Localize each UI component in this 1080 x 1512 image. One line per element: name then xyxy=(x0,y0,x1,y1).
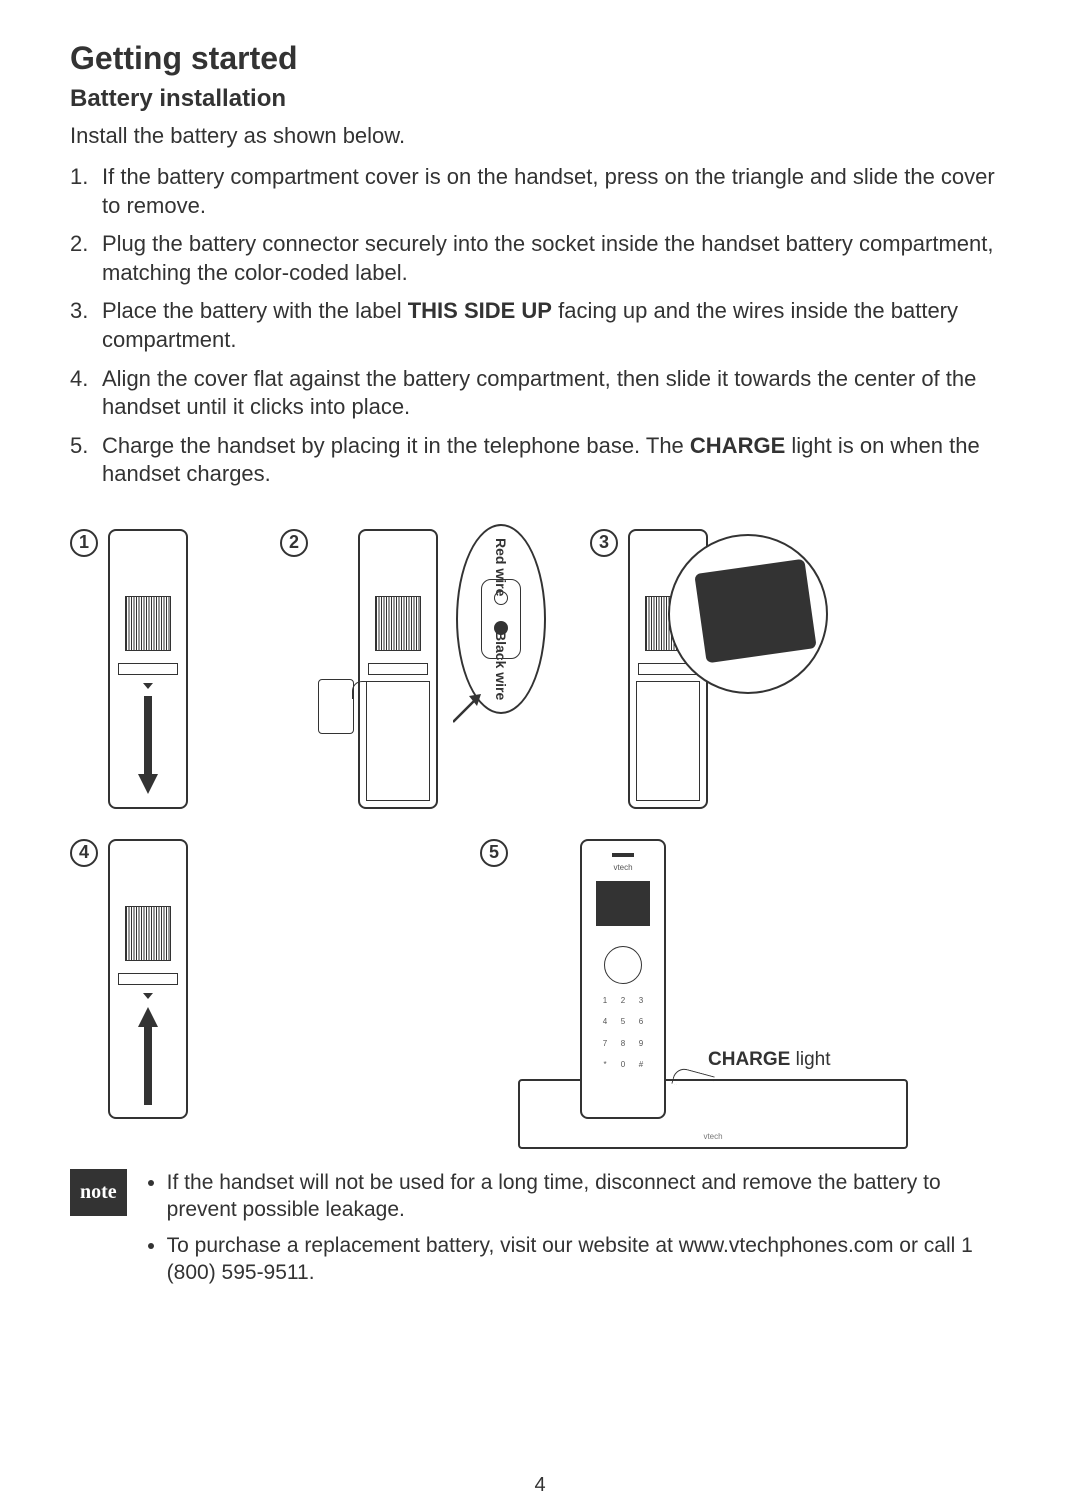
note-section: note If the handset will not be used for… xyxy=(70,1169,1010,1294)
diagram-3-number: 3 xyxy=(590,529,618,557)
connector-callout: Red wire Black wire xyxy=(456,524,546,714)
charge-bold: CHARGE xyxy=(708,1049,790,1070)
note-item-2: To purchase a replacement battery, visit… xyxy=(167,1232,1010,1287)
diagram-1: 1 xyxy=(70,529,270,809)
slide-down-arrow-icon xyxy=(136,696,160,796)
diagram-5-number: 5 xyxy=(480,839,508,867)
step-2: Plug the battery connector securely into… xyxy=(70,230,1010,287)
red-wire-label: Red wire xyxy=(494,538,508,596)
black-wire-label: Black wire xyxy=(494,631,508,700)
callout-arrow-icon xyxy=(453,694,483,724)
step-5: Charge the handset by placing it in the … xyxy=(70,432,1010,489)
diagram-3: 3 xyxy=(590,529,910,809)
diagram-4: 4 xyxy=(70,839,470,1139)
diagram-2: 2 Red wire Black wire xyxy=(280,529,580,809)
intro-text: Install the battery as shown below. xyxy=(70,123,1010,149)
charge-text: light xyxy=(790,1049,830,1070)
charge-light-label: CHARGE light xyxy=(708,1049,830,1071)
page-title: Getting started xyxy=(70,40,1010,77)
diagram-4-number: 4 xyxy=(70,839,98,867)
handset-back-1 xyxy=(108,529,188,809)
handset-back-2 xyxy=(358,529,438,809)
step-3: Place the battery with the label THIS SI… xyxy=(70,297,1010,354)
step3-bold: THIS SIDE UP xyxy=(408,298,552,323)
page-number: 4 xyxy=(534,1474,545,1497)
handset-back-4 xyxy=(108,839,188,1119)
step3-pre: Place the battery with the label xyxy=(102,298,408,323)
step-4: Align the cover flat against the battery… xyxy=(70,365,1010,422)
step-1: If the battery compartment cover is on t… xyxy=(70,163,1010,220)
slide-up-arrow-icon xyxy=(136,1007,160,1107)
step5-pre: Charge the handset by placing it in the … xyxy=(102,433,690,458)
note-item-1: If the handset will not be used for a lo… xyxy=(167,1169,1010,1224)
handset-front: vtech 123 456 789 *0# xyxy=(580,839,666,1119)
battery-label-callout xyxy=(668,534,828,694)
diagram-row-1: 1 2 xyxy=(70,529,1010,809)
battery-connector-icon xyxy=(318,679,354,734)
diagram-1-number: 1 xyxy=(70,529,98,557)
diagram-5: 5 vtech 123 456 789 *0# vtech xyxy=(480,839,940,1139)
section-title: Battery installation xyxy=(70,85,1010,113)
note-badge: note xyxy=(70,1169,127,1216)
note-list: If the handset will not be used for a lo… xyxy=(147,1169,1010,1294)
instruction-list: If the battery compartment cover is on t… xyxy=(70,163,1010,489)
diagram-row-2: 4 5 vtech 123 456 xyxy=(70,839,1010,1139)
step5-bold: CHARGE xyxy=(690,433,785,458)
telephone-base: vtech xyxy=(518,1079,908,1149)
diagram-2-number: 2 xyxy=(280,529,308,557)
